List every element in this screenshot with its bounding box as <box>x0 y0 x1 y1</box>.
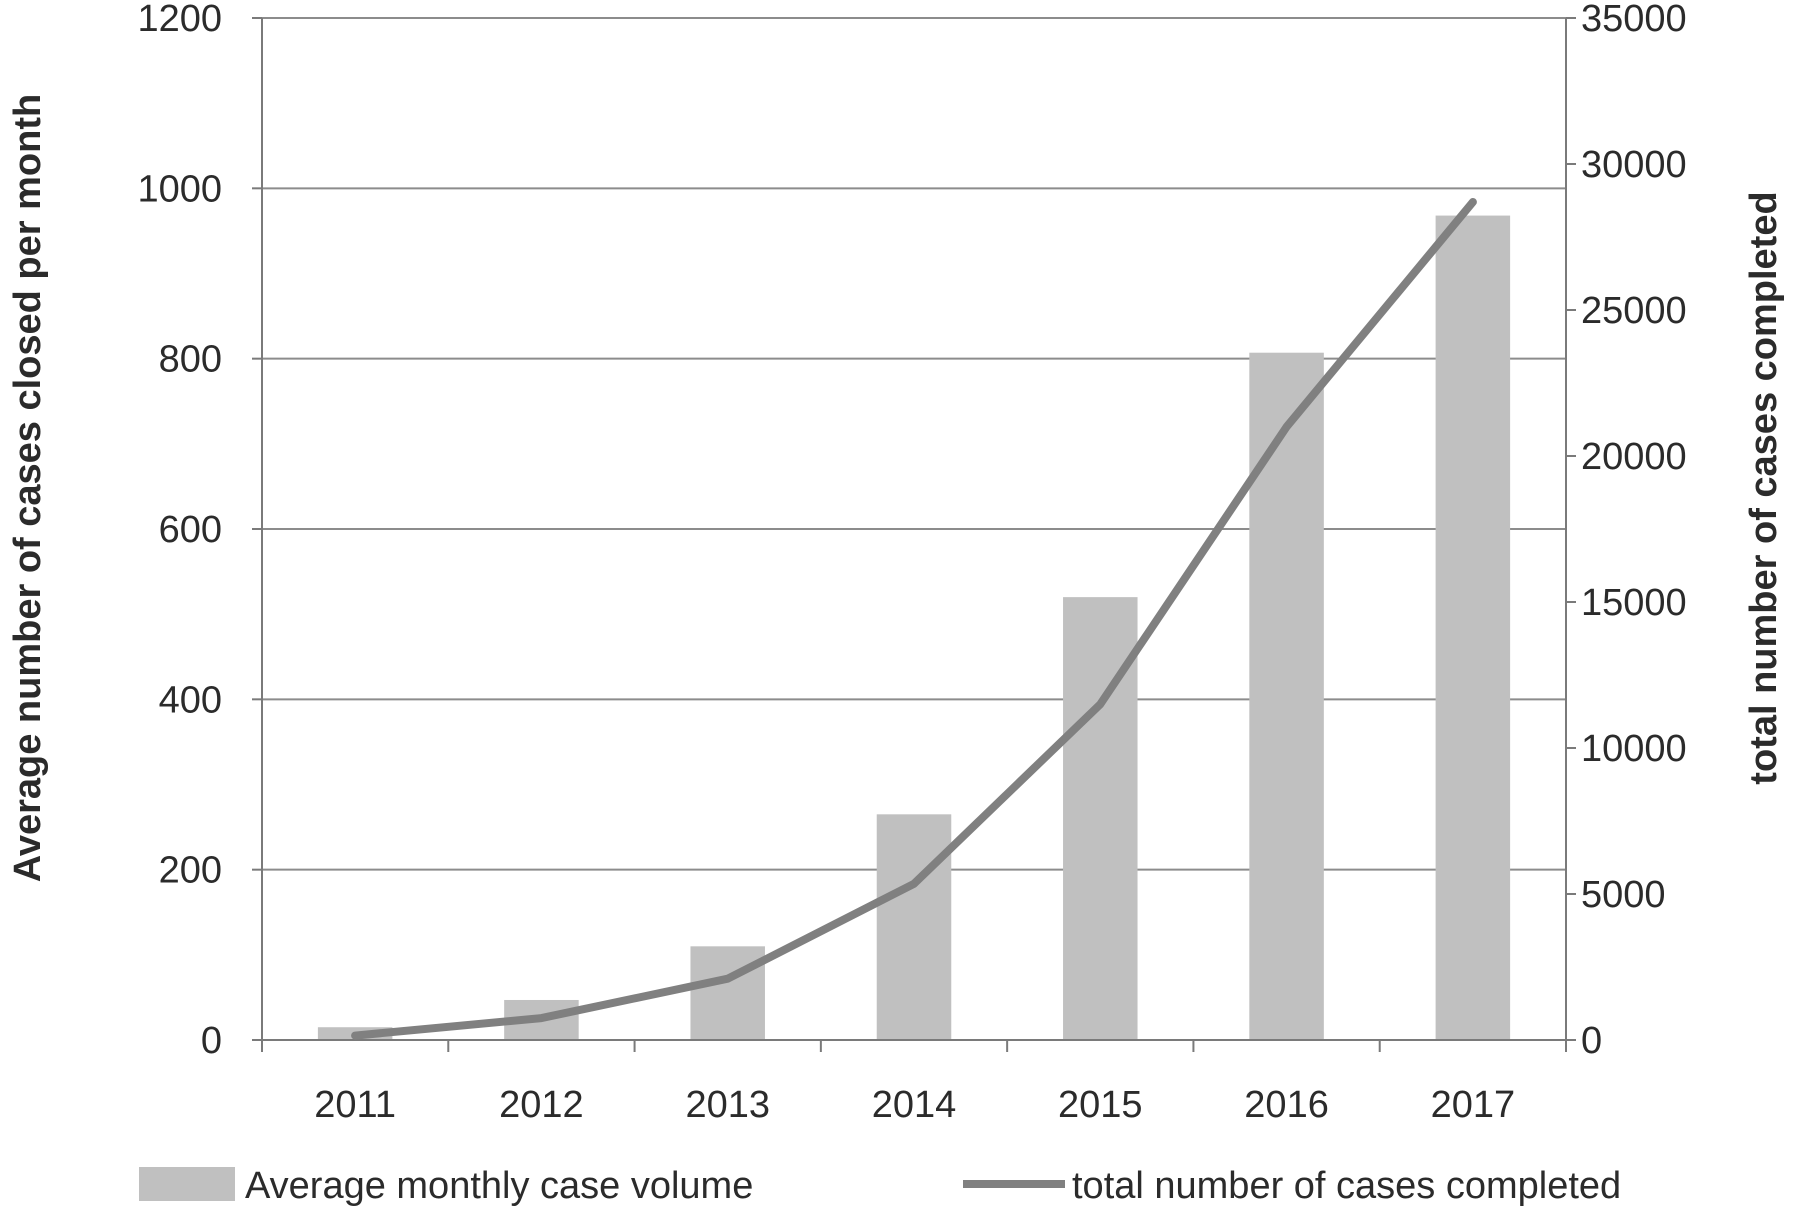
y-tick-label-left: 200 <box>159 850 222 892</box>
y-tick-label-left: 1000 <box>137 168 222 210</box>
y-tick-label-right: 35000 <box>1581 0 1687 40</box>
bar-2013 <box>690 946 765 1040</box>
tick-labels: 0 200 400 600 800 1000 1200 0 5000 10000 15000 2000… <box>137 0 1686 1126</box>
y-axis-title-left: Average number of cases closed per month <box>7 94 49 882</box>
y-tick-label-right: 30000 <box>1581 144 1687 186</box>
y-tick-label-left: 1200 <box>137 0 222 40</box>
x-tick-label: 2014 <box>872 1084 957 1126</box>
y-tick-label-left: 400 <box>159 679 222 721</box>
bar-2016 <box>1249 352 1324 1041</box>
bar-2017 <box>1435 215 1511 1040</box>
y-axis-title-right: total number of cases completed <box>1743 191 1785 784</box>
bar-2014 <box>876 814 952 1040</box>
gridlines <box>262 17 1566 871</box>
x-tick-label: 2017 <box>1431 1084 1516 1126</box>
y-tick-label-left: 0 <box>201 1020 222 1062</box>
y-tick-label-right: 15000 <box>1581 582 1687 624</box>
x-tick-label: 2015 <box>1058 1084 1143 1126</box>
x-tick-label: 2013 <box>685 1084 770 1126</box>
y-tick-label-left: 800 <box>159 339 222 381</box>
y-tick-label-left: 600 <box>159 509 222 551</box>
x-tick-label: 2011 <box>314 1084 396 1126</box>
y-tick-label-right: 10000 <box>1581 728 1687 770</box>
legend-swatch-bar <box>139 1167 235 1201</box>
y-tick-label-right: 0 <box>1581 1020 1602 1062</box>
legend: Average monthly case volume total number… <box>139 1165 1621 1207</box>
axes <box>252 17 1576 1052</box>
line-series <box>351 198 1477 1040</box>
bar-series <box>317 215 1511 1041</box>
legend-label-line: total number of cases completed <box>1072 1165 1621 1207</box>
x-tick-label: 2012 <box>499 1084 584 1126</box>
y-tick-label-right: 20000 <box>1581 436 1687 478</box>
y-tick-label-right: 25000 <box>1581 290 1687 332</box>
y-tick-label-right: 5000 <box>1581 874 1666 916</box>
legend-label-bar: Average monthly case volume <box>245 1165 753 1207</box>
x-tick-label: 2016 <box>1244 1084 1329 1126</box>
